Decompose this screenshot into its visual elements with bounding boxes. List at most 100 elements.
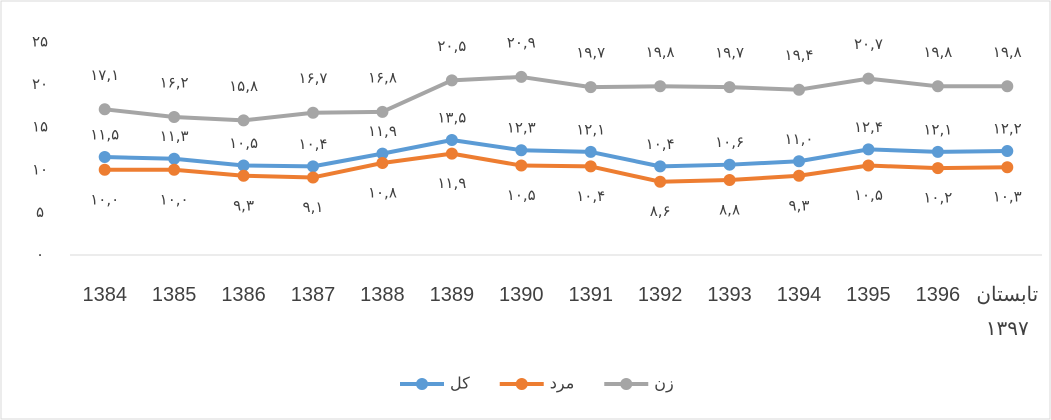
data-label: ۱۶,۷ bbox=[299, 69, 328, 87]
point bbox=[793, 83, 805, 96]
data-label: ۹,۳ bbox=[233, 196, 254, 214]
point bbox=[1001, 145, 1014, 158]
point bbox=[168, 163, 181, 176]
point bbox=[307, 160, 319, 173]
data-label: ۱۹,۴ bbox=[785, 46, 814, 64]
data-label: ۱۹,۸ bbox=[993, 43, 1022, 61]
point bbox=[793, 155, 805, 168]
point bbox=[1001, 80, 1014, 93]
x-tick-label: 1388 bbox=[360, 284, 405, 306]
x-tick-label: 1387 bbox=[290, 284, 336, 306]
point bbox=[98, 163, 111, 176]
data-label: ۱۹,۷ bbox=[576, 44, 605, 62]
data-label: ۱۰,۵ bbox=[507, 186, 536, 204]
data-label: ۲۰,۹ bbox=[507, 33, 536, 51]
data-label: ۱۹,۸ bbox=[923, 43, 952, 61]
legend-marker bbox=[515, 378, 528, 390]
point bbox=[793, 169, 805, 182]
point bbox=[584, 160, 597, 173]
point bbox=[584, 145, 597, 158]
data-label: ۱۲,۴ bbox=[854, 118, 883, 136]
y-tick-label: ۵ bbox=[36, 203, 44, 221]
point bbox=[654, 160, 667, 173]
data-label: ۱۲,۱ bbox=[576, 120, 605, 138]
point bbox=[862, 72, 875, 85]
data-label: ۱۱,۹ bbox=[437, 174, 466, 192]
series-line bbox=[104, 74, 1008, 123]
point bbox=[376, 147, 389, 160]
data-label: ۱۳,۵ bbox=[437, 108, 466, 126]
data-label: ۱۷,۱ bbox=[90, 66, 119, 84]
point bbox=[445, 133, 458, 146]
point bbox=[723, 81, 736, 94]
point bbox=[445, 147, 458, 160]
series-line bbox=[104, 137, 1008, 169]
y-tick-label: ۲۵ bbox=[32, 33, 48, 51]
data-label: ۱۱,۵ bbox=[90, 126, 119, 144]
point bbox=[723, 158, 736, 171]
data-label: ۱۰,۶ bbox=[715, 133, 744, 151]
x-tick-label: 1396 bbox=[915, 284, 961, 306]
data-label: ۱۵,۸ bbox=[229, 77, 258, 95]
data-label: ۱۶,۸ bbox=[368, 68, 397, 86]
x-tick-label: 1390 bbox=[499, 284, 544, 306]
y-tick-label: ۱۰ bbox=[32, 160, 48, 178]
data-label: ۱۰,۴ bbox=[646, 135, 675, 153]
data-label: ۲۰,۷ bbox=[854, 35, 883, 53]
point bbox=[515, 159, 528, 172]
point bbox=[862, 143, 875, 156]
data-label: ۸,۶ bbox=[650, 202, 671, 220]
x-tick-label: 1389 bbox=[429, 284, 475, 306]
data-label: ۱۲,۲ bbox=[993, 120, 1022, 138]
data-label: ۱۰,۵ bbox=[854, 186, 883, 204]
y-tick-label: ۲۰ bbox=[32, 75, 48, 93]
point bbox=[515, 144, 528, 157]
legend-marker bbox=[416, 378, 428, 390]
point bbox=[654, 175, 667, 188]
x-tick-label: 1395 bbox=[846, 284, 891, 306]
point bbox=[445, 74, 458, 87]
data-label: ۱۱,۹ bbox=[368, 122, 397, 140]
point bbox=[862, 159, 875, 172]
x-tick-label: 1393 bbox=[707, 284, 752, 306]
data-label: ۱۰,۵ bbox=[229, 134, 258, 152]
point bbox=[931, 162, 944, 175]
data-label: ۱۹,۷ bbox=[715, 44, 744, 62]
data-label: ۲۰,۵ bbox=[437, 37, 466, 55]
point bbox=[98, 151, 111, 164]
data-label: ۱۰,۳ bbox=[993, 188, 1022, 206]
point bbox=[98, 103, 111, 116]
data-label: ۱۱,۳ bbox=[160, 127, 189, 145]
data-label: ۱۰,۰ bbox=[90, 190, 119, 208]
data-label: ۹,۳ bbox=[789, 196, 810, 214]
data-label: ۸,۸ bbox=[719, 201, 740, 219]
x-tick-label: 1385 bbox=[151, 284, 197, 306]
point bbox=[376, 156, 389, 169]
data-label: ۱۶,۲ bbox=[160, 73, 189, 91]
point bbox=[237, 159, 250, 172]
point bbox=[931, 80, 944, 93]
point bbox=[168, 110, 181, 123]
data-label: ۱۰,۴ bbox=[576, 187, 605, 205]
point bbox=[723, 174, 736, 187]
point bbox=[376, 105, 389, 118]
data-label: ۱۲,۳ bbox=[507, 119, 536, 137]
point bbox=[931, 145, 944, 158]
data-label: ۱۹,۸ bbox=[646, 43, 675, 61]
legend-label: کل bbox=[450, 374, 470, 393]
series-line bbox=[104, 151, 1008, 184]
x-tick-label: 1386 bbox=[221, 284, 266, 306]
x-tick-label: 1392 bbox=[637, 284, 683, 306]
legend-label: زن bbox=[654, 374, 673, 394]
data-label: ۱۰,۴ bbox=[299, 135, 328, 153]
y-tick-label: ۱۵ bbox=[32, 118, 48, 136]
point bbox=[168, 152, 181, 165]
legend-label: مرد bbox=[550, 374, 575, 394]
point bbox=[307, 171, 319, 184]
data-label: ۱۱,۰ bbox=[785, 130, 814, 148]
point bbox=[307, 106, 319, 119]
x-tick-label: 1394 bbox=[776, 284, 822, 306]
